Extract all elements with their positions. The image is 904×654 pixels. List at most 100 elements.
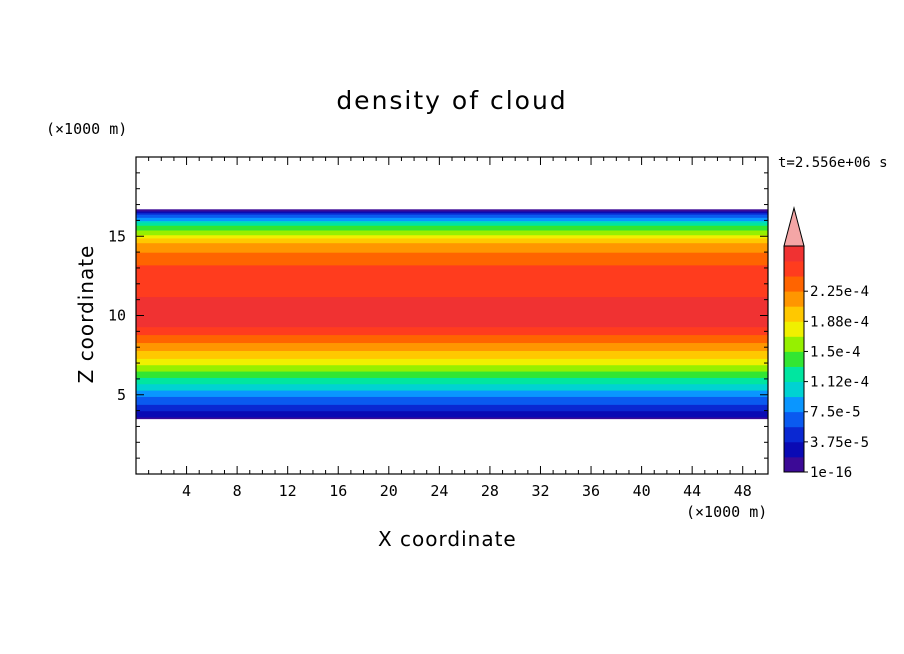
density-band [136, 231, 768, 234]
density-band [136, 285, 768, 288]
density-band [136, 321, 768, 325]
density-band [136, 313, 768, 317]
density-band [136, 277, 768, 280]
density-band [136, 375, 768, 378]
density-band [136, 225, 768, 228]
density-band [136, 323, 768, 326]
density-band [136, 364, 768, 367]
density-band [136, 286, 768, 290]
density-band [136, 413, 768, 416]
density-band [136, 320, 768, 323]
x-tick-label: 28 [481, 482, 499, 500]
density-band [136, 359, 768, 363]
density-band [136, 372, 768, 375]
chart-title: density of cloud [336, 86, 568, 115]
density-band [136, 374, 768, 377]
density-band [136, 217, 768, 220]
density-band [136, 250, 768, 253]
density-band [136, 382, 768, 385]
density-band [136, 389, 768, 393]
density-band [136, 272, 768, 275]
colorbar-swatch [784, 396, 804, 413]
density-band [136, 416, 768, 420]
density-band [136, 218, 768, 221]
density-band [136, 358, 768, 361]
density-band [136, 248, 768, 252]
density-band [136, 385, 768, 388]
colorbar-label: 2.25e-4 [810, 284, 869, 300]
density-band [136, 332, 768, 336]
density-band [136, 234, 768, 237]
density-band [136, 405, 768, 409]
colorbar-label: 1.88e-4 [810, 314, 869, 330]
density-band [136, 261, 768, 264]
density-band [136, 370, 768, 374]
density-band [136, 317, 768, 320]
density-band [136, 393, 768, 396]
density-band [136, 383, 768, 386]
colorbar-swatch [784, 291, 804, 307]
density-band [136, 363, 768, 366]
density-band [136, 280, 768, 283]
density-band [136, 221, 768, 225]
density-band [136, 386, 768, 390]
density-band [136, 310, 768, 313]
density-band [136, 233, 768, 236]
density-band [136, 301, 768, 304]
density-band [136, 337, 768, 340]
colorbar-label: 1e-16 [810, 465, 852, 481]
colorbar: 1e-16 3.75e-5 7.5e-5 1.12e-4 1.5e-4 1.88e-4 2.… [783, 206, 869, 481]
density-band [136, 269, 768, 272]
density-band [136, 394, 768, 397]
density-band [136, 263, 768, 266]
y-tick-label: 5 [117, 386, 126, 404]
x-tick-label: 16 [329, 482, 347, 500]
density-band [136, 241, 768, 244]
density-band [136, 212, 768, 215]
density-band [136, 351, 768, 355]
density-band [136, 340, 768, 344]
x-tick-label: 44 [683, 482, 701, 500]
density-band [136, 229, 768, 233]
density-band [136, 367, 768, 370]
density-band [136, 304, 768, 307]
x-tick-label: 40 [633, 482, 651, 500]
colorbar-swatch [784, 351, 804, 367]
colorbar-swatch [784, 426, 804, 443]
colorbar-label: 1.5e-4 [810, 344, 861, 360]
colorbar-swatch [784, 456, 804, 473]
x-tick-label: 32 [531, 482, 549, 500]
density-band [136, 291, 768, 294]
density-band [136, 237, 768, 241]
x-tick-label: 48 [734, 482, 752, 500]
density-band [136, 228, 768, 231]
density-band [136, 326, 768, 329]
density-band [136, 407, 768, 410]
colorbar-label: 3.75e-5 [810, 435, 869, 451]
colorbar-swatch [784, 366, 804, 382]
density-band [136, 388, 768, 391]
density-band [136, 226, 768, 229]
density-band [136, 401, 768, 404]
density-band [136, 307, 768, 310]
density-band [136, 342, 768, 345]
colorbar-swatch [784, 246, 804, 262]
x-tick-label: 12 [279, 482, 297, 500]
density-band [136, 245, 768, 248]
time-label: t=2.556e+06 s [778, 155, 888, 171]
x-tick-label: 4 [182, 482, 191, 500]
x-tick-label: 36 [582, 482, 600, 500]
density-band [136, 288, 768, 291]
density-band [136, 209, 768, 212]
x-tick-label: 8 [233, 482, 242, 500]
x-axis-unit: (×1000 m) [686, 503, 768, 521]
density-band [136, 344, 768, 347]
density-band [136, 355, 768, 358]
density-band [136, 271, 768, 274]
density-band [136, 402, 768, 405]
density-band [136, 242, 768, 245]
density-band [136, 312, 768, 315]
density-band [136, 296, 768, 299]
